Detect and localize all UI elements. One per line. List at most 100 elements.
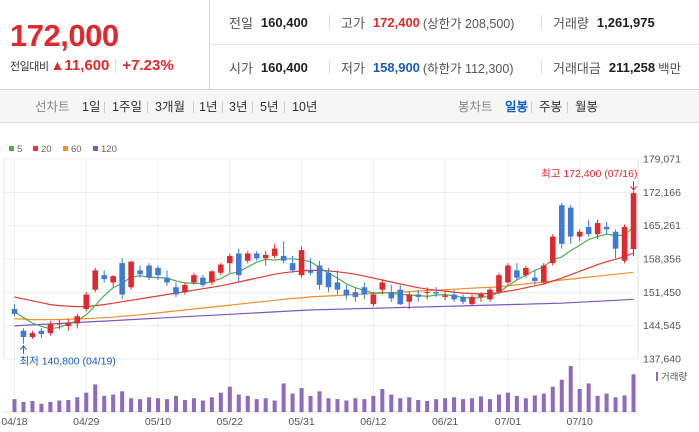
- volume-bar: [389, 394, 394, 412]
- candle-body: [379, 282, 386, 290]
- volume-bar: [559, 379, 564, 412]
- candle-body: [298, 250, 305, 276]
- candle-body: [20, 330, 27, 337]
- change-value: 11,600: [64, 57, 110, 74]
- legend-label: 60: [71, 144, 82, 155]
- tab-5y[interactable]: 5년: [260, 100, 279, 114]
- candle-body: [173, 287, 179, 295]
- volume-bar: [604, 393, 609, 412]
- up-arrow-icon: ▲: [50, 57, 65, 73]
- stat-value: 160,400: [260, 60, 308, 75]
- stat-amount: 거래대금 211,258 백만: [553, 45, 681, 90]
- stat-value: 160,400: [260, 15, 308, 30]
- candle-body: [253, 253, 260, 259]
- quote-header: 172,000 전일대비 ▲ 11,600 +7.23% 전일 160,400 …: [0, 0, 699, 90]
- volume-bar: [398, 398, 403, 412]
- tab-daily[interactable]: 일봉: [505, 100, 529, 114]
- candle-body: [307, 270, 314, 273]
- volume-bar: [353, 398, 358, 412]
- volume-bar: [191, 398, 196, 412]
- candle-body: [128, 261, 134, 288]
- candle-body: [38, 330, 45, 335]
- stat-value: 158,900: [372, 60, 420, 75]
- volume-bar: [156, 398, 161, 412]
- y-tick-label: 158,356: [643, 254, 681, 266]
- volume-bar: [452, 397, 457, 412]
- volume-bar: [111, 394, 116, 412]
- high-annotation: 최고 172,400 (07/16): [541, 168, 637, 180]
- volume-bar: [30, 400, 35, 412]
- volume-bar: [631, 374, 636, 412]
- candle-body: [424, 292, 430, 294]
- stat-high: 고가 172,400 (상한가 208,500): [341, 0, 514, 45]
- volume-bar: [182, 400, 187, 412]
- legend-swatch: [63, 146, 68, 151]
- stat-label: 거래대금: [553, 61, 601, 76]
- volume-bar: [147, 397, 152, 412]
- stat-label: 저가: [341, 61, 365, 76]
- candle-body: [621, 226, 628, 261]
- candle-body: [227, 255, 233, 264]
- tab-1d[interactable]: 1일: [82, 100, 101, 114]
- tab-1w[interactable]: 1주일: [112, 100, 142, 114]
- volume-series: 거래량: [4, 366, 687, 413]
- candle-body: [244, 253, 251, 261]
- chart-canvas: 5 20 60 120 최고 172,400 (07/16) 최저 140,800 (0…: [1, 144, 687, 428]
- candle-body: [603, 226, 610, 230]
- volume-bar: [39, 403, 44, 412]
- volume-bar: [407, 397, 412, 412]
- candle-body: [334, 282, 341, 290]
- ma5-line: [14, 226, 634, 330]
- y-tick-label: 144,545: [643, 320, 681, 332]
- candle-body: [110, 276, 116, 283]
- candle-body: [549, 236, 556, 264]
- volume-bar: [218, 392, 223, 412]
- tab-3m[interactable]: 3개월: [155, 100, 185, 114]
- legend-label: 120: [101, 144, 117, 155]
- stat-low: 저가 158,900 (하한가 112,300): [341, 45, 513, 90]
- volume-bar: [577, 389, 582, 412]
- candle-series: [11, 191, 637, 344]
- chart-legend: 5 20 60 120: [9, 144, 117, 155]
- tab-1y[interactable]: 1년: [199, 100, 218, 114]
- candle-body: [146, 265, 152, 278]
- divider: [115, 58, 117, 73]
- low-annotation: 최저 140,800 (04/19): [19, 356, 115, 368]
- candle-body: [182, 284, 188, 293]
- legend-swatch: [33, 146, 38, 151]
- volume-bar: [281, 383, 286, 412]
- volume-bar: [12, 399, 17, 412]
- moving-average-lines: [14, 226, 634, 330]
- candle-body: [74, 316, 81, 324]
- divider: [147, 102, 148, 113]
- candle-body: [397, 289, 404, 305]
- candle-body: [594, 223, 601, 235]
- candle-body: [523, 267, 529, 276]
- candle-body: [415, 294, 421, 297]
- tab-3y[interactable]: 3년: [229, 100, 248, 114]
- ma60-line: [14, 271, 634, 321]
- y-tick-label: 165,261: [643, 220, 681, 232]
- divider: [193, 102, 194, 113]
- volume-bar: [470, 398, 475, 412]
- up-arrow-icon: [20, 344, 27, 351]
- legend-label: 5: [17, 144, 22, 155]
- tab-10y[interactable]: 10년: [292, 100, 318, 114]
- candle-body: [585, 226, 592, 235]
- tab-monthly[interactable]: 월봉: [575, 100, 599, 114]
- candle-body: [92, 270, 99, 290]
- x-tick-label: 04/18: [1, 416, 27, 428]
- volume-bar: [57, 400, 62, 412]
- candle-body: [47, 324, 54, 334]
- chart-period-tabs: 선차트 1일 1주일 3개월 1년 3년 5년 10년 봉차트 일봉 주봉 월봉: [0, 91, 699, 123]
- candle-body: [469, 296, 475, 305]
- candle-body: [442, 295, 448, 297]
- chart-grid: [3, 158, 639, 412]
- tab-weekly[interactable]: 주봉: [539, 100, 563, 114]
- chart-annotations: 최고 172,400 (07/16) 최저 140,800 (04/19): [19, 168, 637, 368]
- divider: [284, 102, 285, 113]
- candle-body: [56, 323, 63, 325]
- candle-body: [316, 265, 323, 285]
- current-price: 172,000: [10, 18, 119, 53]
- volume-bar: [93, 384, 98, 412]
